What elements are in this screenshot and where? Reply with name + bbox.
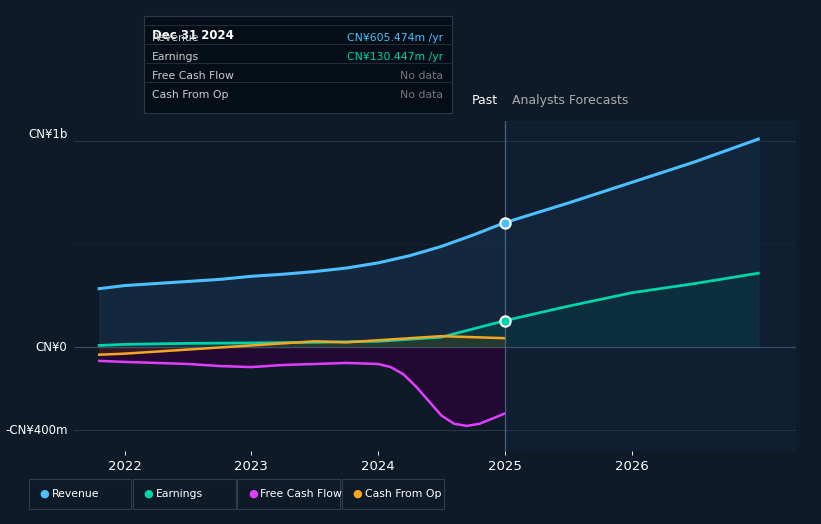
Text: Cash From Op: Cash From Op [152,90,228,100]
Text: Dec 31 2024: Dec 31 2024 [152,29,234,42]
Text: ●: ● [144,489,154,499]
Point [498,316,511,325]
Text: No data: No data [401,90,443,100]
Text: -CN¥400m: -CN¥400m [5,423,67,436]
Text: CN¥1b: CN¥1b [28,128,67,141]
Text: ●: ● [352,489,362,499]
Text: Analysts Forecasts: Analysts Forecasts [512,94,628,107]
Text: Free Cash Flow: Free Cash Flow [260,489,342,499]
Text: Earnings: Earnings [152,52,199,62]
Text: ●: ● [248,489,258,499]
Text: Past: Past [471,94,498,107]
Text: No data: No data [401,71,443,81]
Text: Free Cash Flow: Free Cash Flow [152,71,234,81]
Text: CN¥130.447m /yr: CN¥130.447m /yr [347,52,443,62]
Text: ●: ● [39,489,49,499]
Text: Revenue: Revenue [52,489,99,499]
Text: Revenue: Revenue [152,33,200,43]
Bar [505,121,796,451]
Text: Cash From Op: Cash From Op [365,489,441,499]
Text: CN¥0: CN¥0 [36,341,67,354]
Text: Earnings: Earnings [156,489,203,499]
Text: CN¥605.474m /yr: CN¥605.474m /yr [347,33,443,43]
Point [498,219,511,227]
